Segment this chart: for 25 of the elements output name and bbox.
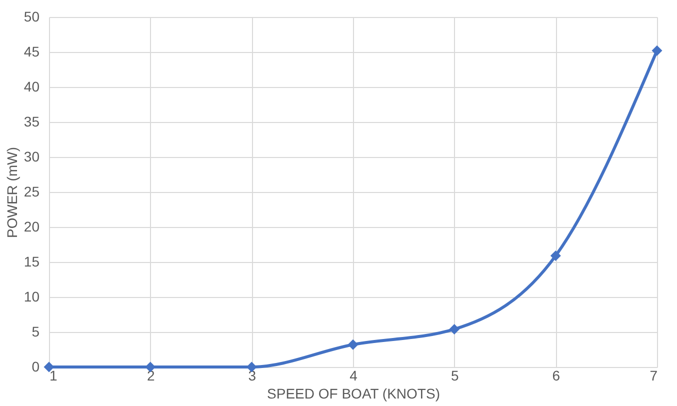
x-tick-label: 4 <box>350 368 358 384</box>
y-tick-label: 0 <box>32 358 40 374</box>
y-tick-label: 15 <box>24 254 40 270</box>
y-tick-label: 40 <box>24 78 40 94</box>
y-tick-label: 45 <box>24 44 40 60</box>
x-tick-label: 7 <box>650 368 658 384</box>
point <box>550 250 561 261</box>
point <box>44 362 54 372</box>
point <box>449 324 460 334</box>
point <box>348 339 358 350</box>
x-tick-label: 1 <box>50 368 58 384</box>
y-tick-label: 10 <box>24 288 40 304</box>
y-tick-label: 5 <box>32 324 40 340</box>
x-tick-label: 5 <box>450 368 459 384</box>
y-tick-label: 30 <box>24 148 40 164</box>
y-tick-label: 25 <box>24 184 40 200</box>
x-tick-label: 3 <box>248 368 256 384</box>
x-tick-label: 2 <box>146 368 155 384</box>
y-tick-label: 50 <box>24 8 40 24</box>
y-axis-title: POWER (mW) <box>4 147 20 238</box>
y-tick-label: 35 <box>24 114 40 130</box>
y-tick-label: 20 <box>24 218 40 234</box>
point <box>652 45 662 56</box>
x-tick-label: 6 <box>552 368 560 384</box>
x-axis-title: SPEED OF BOAT (KNOTS) <box>267 386 440 402</box>
